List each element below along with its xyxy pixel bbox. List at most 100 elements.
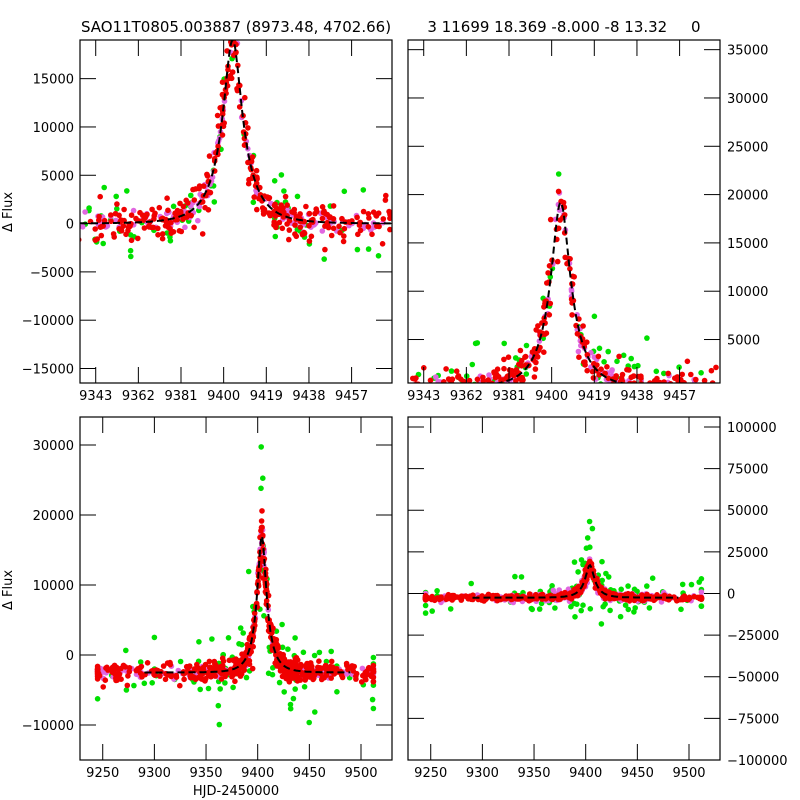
point-green [598, 381, 604, 383]
point-red [114, 677, 120, 683]
points-bottom-right [422, 518, 705, 627]
x-tick-label: 9250 [86, 766, 119, 781]
point-green [290, 695, 297, 702]
point-red [123, 231, 129, 238]
point-red [228, 669, 234, 676]
point-red [545, 593, 551, 600]
point-red [708, 394, 714, 400]
point-green [272, 233, 279, 240]
point-red [95, 669, 101, 676]
point-red [318, 676, 325, 683]
point-green [197, 686, 203, 693]
point-green [328, 648, 335, 655]
point-red [357, 220, 363, 226]
point-magenta [613, 383, 619, 389]
point-green [578, 607, 584, 614]
point-red [519, 374, 525, 381]
point-red [204, 171, 210, 178]
point-red [325, 224, 332, 231]
point-red [702, 385, 708, 391]
point-green [101, 184, 107, 191]
point-red [177, 200, 183, 207]
point-red [278, 202, 285, 208]
point-magenta [657, 385, 663, 391]
point-green [614, 358, 620, 365]
point-red [547, 216, 554, 223]
point-red [605, 375, 612, 382]
y-tick-label: 20000 [727, 189, 768, 204]
point-red [271, 639, 278, 645]
point-red [292, 655, 299, 662]
point-red [155, 225, 161, 232]
point-green [635, 362, 641, 369]
point-red [570, 297, 577, 304]
point-red [569, 312, 575, 318]
point-red [183, 197, 189, 204]
point-red [706, 386, 712, 392]
point-green [422, 610, 429, 616]
point-green [501, 340, 508, 347]
point-red [306, 223, 312, 229]
point-red [138, 663, 145, 670]
point-red [254, 174, 260, 180]
point-green [205, 685, 212, 692]
point-red [149, 206, 155, 213]
point-red [126, 665, 133, 671]
point-red [275, 643, 281, 649]
x-tick-label: 9400 [569, 766, 602, 781]
point-magenta [73, 218, 79, 224]
point-green [137, 659, 144, 665]
point-green [447, 606, 454, 612]
point-red [195, 665, 202, 671]
y-tick-label: 25000 [727, 140, 768, 155]
point-green [217, 686, 223, 692]
point-red [258, 524, 265, 531]
point-red [245, 125, 251, 131]
axes-frame [407, 416, 721, 761]
point-red [465, 596, 472, 602]
point-red [128, 212, 135, 218]
point-red [598, 366, 604, 373]
point-red [330, 225, 337, 232]
y-tick-label: −25000 [727, 629, 779, 644]
point-green [294, 193, 301, 200]
point-red [613, 392, 619, 398]
point-red [453, 368, 460, 375]
point-green [422, 602, 429, 609]
point-red [322, 662, 329, 669]
point-green [607, 409, 613, 415]
point-red [448, 379, 454, 383]
point-green [644, 335, 650, 341]
point-green [300, 649, 307, 656]
point-red [413, 381, 419, 383]
point-red [312, 210, 318, 217]
point-red [165, 224, 172, 231]
y-tick-label: 5000 [41, 169, 74, 184]
point-red [554, 258, 561, 265]
point-green [707, 383, 713, 389]
point-magenta [319, 228, 326, 234]
point-red [698, 595, 705, 602]
point-red [370, 668, 377, 675]
point-red [429, 595, 436, 602]
point-green [123, 687, 130, 693]
point-green [209, 636, 215, 642]
point-green [474, 340, 481, 346]
x-tick-label: 9300 [466, 766, 499, 781]
point-green [644, 583, 650, 589]
point-red [576, 354, 582, 361]
point-green [258, 444, 265, 450]
point-green [216, 721, 223, 728]
point-red [380, 390, 386, 396]
point-green [292, 635, 298, 641]
point-red [286, 217, 293, 224]
x-tick-label: 9350 [517, 766, 550, 781]
point-green [334, 689, 340, 695]
point-magenta [711, 389, 717, 395]
point-magenta [433, 374, 439, 380]
x-tick-label: 9381 [164, 389, 197, 404]
point-red [466, 377, 473, 383]
point-red [206, 153, 213, 159]
point-green [285, 646, 291, 652]
point-green [311, 652, 318, 659]
